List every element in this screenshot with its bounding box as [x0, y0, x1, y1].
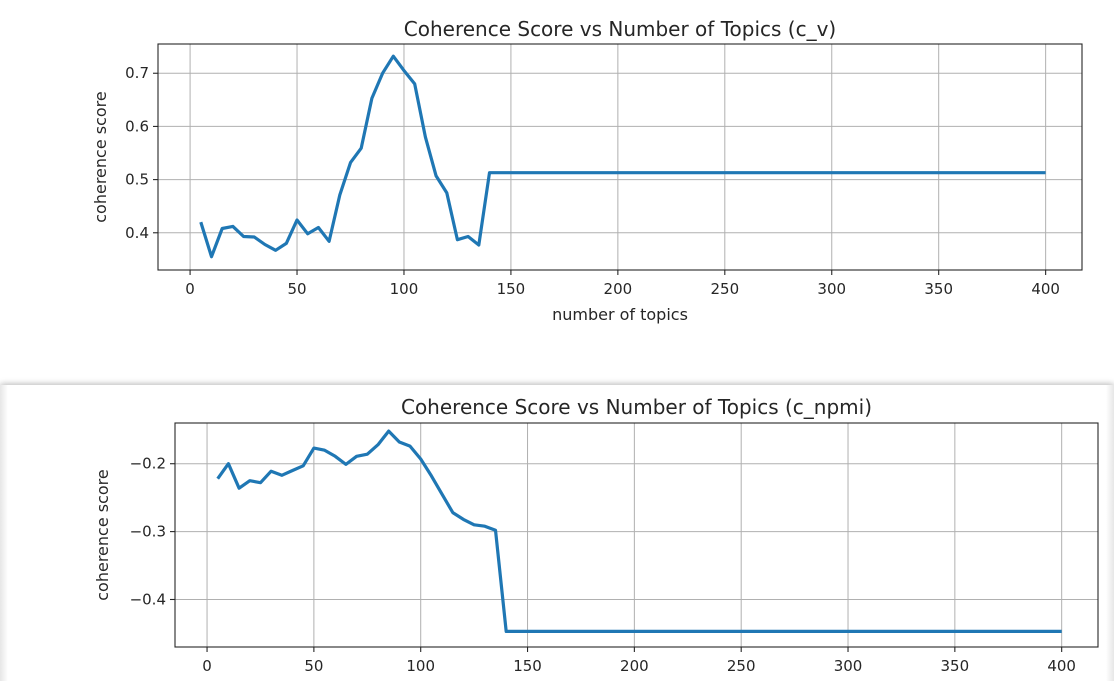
y-tick-label: −0.2: [130, 455, 166, 473]
y-tick-label: −0.4: [130, 590, 166, 608]
x-tick-label: 150: [513, 657, 542, 675]
x-tick-label: 250: [727, 657, 756, 675]
panel-shadow-right: [1106, 385, 1114, 681]
x-tick-label: 400: [1031, 280, 1060, 298]
y-tick-label: 0.4: [125, 224, 149, 242]
y-axis-label: coherence score: [91, 91, 110, 223]
x-tick-label: 150: [497, 280, 526, 298]
panel-shadow-left: [0, 385, 8, 681]
x-tick-label: 350: [924, 280, 953, 298]
x-tick-label: 200: [620, 657, 649, 675]
x-tick-label: 250: [710, 280, 739, 298]
x-tick-label: 0: [202, 657, 212, 675]
x-axis-label: number of topics: [552, 305, 688, 324]
x-tick-label: 100: [406, 657, 435, 675]
x-tick-label: 400: [1047, 657, 1076, 675]
y-tick-label: 0.6: [125, 117, 149, 135]
coherence-npmi-chart: 0 50 100 150 200 250 300 350 400 −0.4 −0.3 −0.2 Cohe…: [93, 395, 1099, 675]
series-line: [216, 429, 1062, 633]
plot-frame: [174, 422, 1099, 648]
x-tick-label: 50: [287, 280, 306, 298]
y-tick-label: −0.3: [130, 523, 166, 541]
y-tick-label: 0.7: [125, 64, 149, 82]
coherence-cv-chart: 0 50 100 150 200 250 300 350 400 0.4 0.5 0.6 0.7 Cohe…: [91, 17, 1083, 324]
x-tick-label: 0: [185, 280, 195, 298]
x-tick-label: 300: [834, 657, 863, 675]
x-tick-label: 300: [817, 280, 846, 298]
y-tick-label: 0.5: [125, 171, 149, 189]
series-line: [199, 54, 1046, 259]
x-tick-label: 50: [304, 657, 323, 675]
x-tick-label: 350: [941, 657, 970, 675]
y-axis-label: coherence score: [93, 469, 112, 601]
x-tick-label: 100: [390, 280, 419, 298]
chart-title: Coherence Score vs Number of Topics (c_n…: [401, 395, 872, 419]
x-tick-label: 200: [604, 280, 633, 298]
chart-title: Coherence Score vs Number of Topics (c_v…: [404, 17, 836, 41]
plot-frame: [157, 43, 1083, 271]
